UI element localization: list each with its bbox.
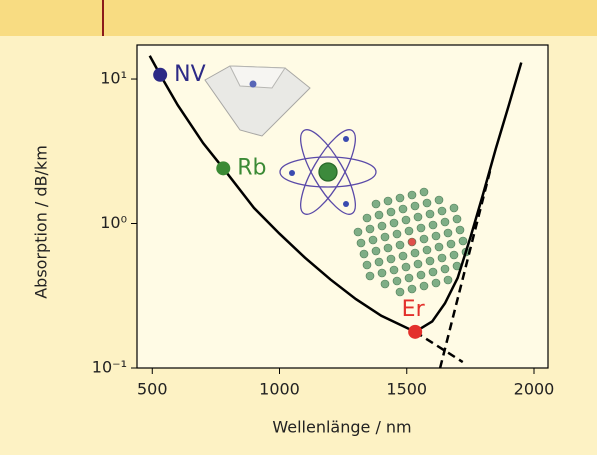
x-tick-label: 1500: [386, 380, 427, 399]
crystal-atom: [357, 239, 365, 247]
crystal-atom: [441, 265, 449, 273]
crystal-atom: [375, 258, 383, 266]
crystal-atom: [438, 254, 446, 262]
crystal-atom: [453, 215, 461, 223]
crystal-atom: [408, 238, 416, 246]
crystal-atom: [384, 244, 392, 252]
data-point: [408, 325, 422, 339]
page: {"chart_data": { "type": "line", "y_labe…: [0, 0, 597, 455]
point-label: Er: [402, 297, 426, 322]
crystal-atom: [429, 268, 437, 276]
crystal-atom: [441, 218, 449, 226]
crystal-atom: [459, 237, 467, 245]
crystal-atom: [393, 230, 401, 238]
x-tick-label: 1000: [259, 380, 300, 399]
crystal-atom: [402, 216, 410, 224]
x-tick-label: 500: [137, 380, 168, 399]
crystal-atom: [396, 194, 404, 202]
crystal-atom: [450, 251, 458, 259]
crystal-atom: [405, 274, 413, 282]
crystal-atom: [411, 202, 419, 210]
crystal-atom: [369, 236, 377, 244]
crystal-atom: [423, 246, 431, 254]
crystal-atom: [447, 240, 455, 248]
crystal-atom: [420, 235, 428, 243]
crystal-atom: [414, 260, 422, 268]
crystal-atom: [393, 277, 401, 285]
crystal-atom: [423, 199, 431, 207]
crystal-atom: [420, 282, 428, 290]
crystal-atom: [384, 197, 392, 205]
crystal-atom: [396, 241, 404, 249]
y-tick-label: 10¹: [100, 69, 127, 88]
crystal-atom: [372, 247, 380, 255]
crystal-atom: [417, 224, 425, 232]
crystal-atom: [408, 191, 416, 199]
crystal-atom: [435, 196, 443, 204]
crystal-atom: [456, 226, 464, 234]
crystal-atom: [435, 243, 443, 251]
crystal-atom: [414, 213, 422, 221]
crystal-atom: [378, 269, 386, 277]
crystal-atom: [426, 210, 434, 218]
crystal-atom: [420, 188, 428, 196]
crystal-atom: [426, 257, 434, 265]
crystal-atom: [444, 276, 452, 284]
crystal-atom: [432, 232, 440, 240]
y-tick-label: 10⁻¹: [92, 358, 127, 377]
crystal-atom: [366, 272, 374, 280]
crystal-atom: [438, 207, 446, 215]
crystal-atom: [375, 211, 383, 219]
plot-area: [137, 45, 548, 368]
crystal-atom: [417, 271, 425, 279]
crystal-atom: [378, 222, 386, 230]
crystal-atom: [354, 228, 362, 236]
crystal-atom: [381, 233, 389, 241]
crystal-atom: [363, 214, 371, 222]
y-axis-label: Absorption / dB/km: [32, 145, 51, 299]
crystal-atom: [408, 285, 416, 293]
crystal-atom: [450, 204, 458, 212]
crystal-atom: [366, 225, 374, 233]
crystal-atom: [381, 280, 389, 288]
crystal-atom: [444, 229, 452, 237]
crystal-atom: [363, 261, 371, 269]
header-band: [0, 0, 597, 36]
crystal-atom: [372, 200, 380, 208]
figure: Absorption / dB/km Wellenlänge / nm 500 1…: [0, 0, 597, 455]
crystal-atom: [405, 227, 413, 235]
crystal-atom: [387, 255, 395, 263]
data-point: [153, 68, 167, 82]
crystal-atom: [390, 266, 398, 274]
point-label: Rb: [237, 155, 266, 180]
crystal-atom: [396, 288, 404, 296]
crystal-atom: [402, 263, 410, 271]
x-axis-label: Wellenlänge / nm: [272, 418, 411, 437]
crystal-atom: [429, 221, 437, 229]
point-label: NV: [174, 62, 206, 87]
crystal-atom: [399, 205, 407, 213]
data-point: [216, 161, 230, 175]
crystal-atom: [432, 279, 440, 287]
crystal-atom: [411, 249, 419, 257]
x-tick-label: 2000: [514, 380, 555, 399]
crystal-atom: [390, 219, 398, 227]
crystal-atom: [360, 250, 368, 258]
crystal-atom: [399, 252, 407, 260]
crystal-atom: [387, 208, 395, 216]
y-tick-label: 10⁰: [100, 213, 127, 232]
